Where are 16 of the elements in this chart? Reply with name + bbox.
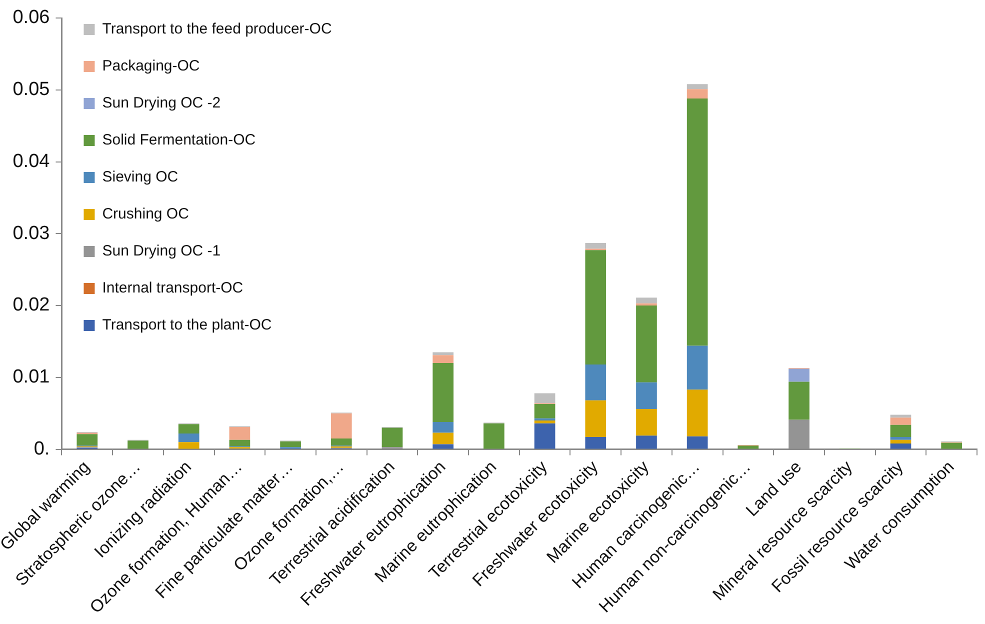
- legend-label: Transport to the plant-OC: [102, 316, 272, 334]
- legend-label: Crushing OC: [102, 206, 190, 223]
- legend-label: Transport to the feed producer-OC: [102, 20, 332, 38]
- y-tick-label: 0.06: [12, 7, 50, 28]
- y-tick-label: 0.03: [12, 222, 50, 244]
- y-tick-label: 0.01: [12, 366, 50, 388]
- legend-label: Internal transport-OC: [102, 280, 244, 297]
- y-tick-label: 0.02: [12, 294, 50, 316]
- y-tick-label: 0.05: [12, 79, 50, 100]
- y-tick-label: 0.: [34, 438, 50, 460]
- legend-label: Sun Drying OC -1: [102, 242, 221, 260]
- y-tick-label: 0.04: [12, 150, 50, 172]
- legend-label: Sieving OC: [102, 168, 178, 186]
- legend-label: Packaging-OC: [102, 58, 200, 75]
- legend-label: Solid Fermentation-OC: [102, 132, 256, 149]
- legend-label: Sun Drying OC -2: [102, 94, 221, 112]
